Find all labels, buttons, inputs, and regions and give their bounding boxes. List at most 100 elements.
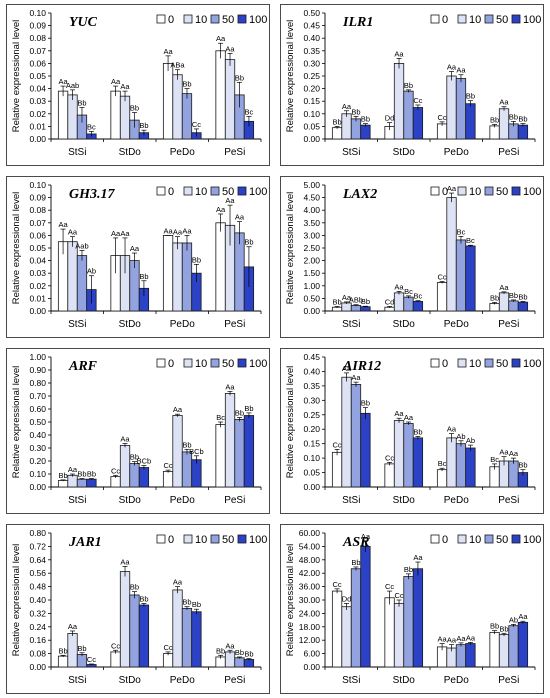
legend-label: 10 xyxy=(195,534,207,546)
y-tick-label: 0.05 xyxy=(303,468,320,478)
y-tick-label: 0.35 xyxy=(303,381,320,391)
legend-swatch xyxy=(237,534,247,544)
bar xyxy=(341,376,352,488)
significance-label: Aa xyxy=(342,102,352,111)
bar xyxy=(489,125,500,140)
significance-label: Bb xyxy=(509,291,518,300)
significance-label: Bb xyxy=(518,115,527,124)
y-tick-label: 0.45 xyxy=(303,352,320,362)
chart-panel-yuc: Relative expressional level 0.00 0.01 0.02 0… xyxy=(6,4,270,166)
y-axis-label: Relative expressional level xyxy=(11,366,22,478)
x-tick-label: StDo xyxy=(119,319,142,330)
significance-label: Bc xyxy=(466,236,475,245)
chart-svg-asr: Relative expressional level 0.00 6.00 12.00… xyxy=(285,528,541,686)
bar xyxy=(498,634,510,668)
bar xyxy=(446,75,457,140)
x-tick-label: StSi xyxy=(342,147,360,158)
significance-label: Bc xyxy=(414,292,423,301)
bar xyxy=(172,242,183,312)
legend-label: 50 xyxy=(222,534,234,546)
significance-label: Bb xyxy=(490,293,499,302)
legend-label: 100 xyxy=(249,534,267,546)
y-tick-label: 0.50 xyxy=(303,293,320,303)
legend-swatch xyxy=(484,186,494,196)
significance-label: BCb xyxy=(189,447,204,456)
significance-label: Bc xyxy=(438,459,447,468)
y-tick-label: 0.50 xyxy=(303,8,320,18)
y-tick-label: 1.00 xyxy=(303,281,320,291)
significance-label: Aa xyxy=(216,34,226,43)
legend-swatch xyxy=(430,14,440,24)
legend-label: 0 xyxy=(168,14,174,26)
significance-label: Aa xyxy=(225,44,235,53)
bar xyxy=(446,437,457,488)
y-tick-label: 0.50 xyxy=(29,417,46,427)
y-tick-label: 0.05 xyxy=(29,243,46,253)
significance-label: Cc xyxy=(385,453,394,462)
significance-label: Bb xyxy=(235,73,244,82)
significance-label: Aa xyxy=(111,229,121,238)
significance-label: Bb xyxy=(244,650,253,659)
y-tick-label: 0.48 xyxy=(29,582,46,592)
legend-swatch xyxy=(183,186,193,196)
y-tick-label: 36.00 xyxy=(299,582,321,592)
significance-label: Aa xyxy=(216,205,226,214)
x-tick-label: StSi xyxy=(68,147,86,158)
bar xyxy=(517,124,529,140)
significance-label: Aa xyxy=(413,553,423,562)
bar xyxy=(498,108,510,140)
legend-swatch xyxy=(457,534,467,544)
x-tick-label: StSi xyxy=(342,675,360,686)
significance-label: Aa xyxy=(68,622,78,631)
significance-label: Ab xyxy=(466,436,475,445)
significance-label: Bb xyxy=(77,470,86,479)
significance-label: Bb xyxy=(361,297,370,306)
x-tick-label: StSi xyxy=(342,495,360,506)
bar xyxy=(412,437,424,488)
bar xyxy=(412,107,424,140)
y-tick-label: 1.00 xyxy=(29,352,46,362)
y-tick-label: 0.40 xyxy=(29,595,46,605)
legend-swatch xyxy=(237,358,247,368)
x-tick-label: PeSi xyxy=(224,147,245,158)
y-tick-label: 0.30 xyxy=(29,443,46,453)
legend-swatch xyxy=(210,534,220,544)
legend-swatch xyxy=(156,14,166,24)
bar xyxy=(455,239,467,312)
y-axis-label: Relative expressional level xyxy=(285,544,296,656)
significance-label: Aa xyxy=(173,228,183,237)
x-tick-label: PeSi xyxy=(498,675,519,686)
y-tick-label: 0.60 xyxy=(29,404,46,414)
bar xyxy=(162,471,174,488)
bar xyxy=(360,545,371,668)
bar xyxy=(119,571,131,668)
significance-label: Cc xyxy=(192,120,201,129)
significance-label: Aa xyxy=(361,532,371,541)
significance-label: Aa xyxy=(68,465,78,474)
chart-panel-ilr1: Relative expressional level 0.00 0.05 0.10 0… xyxy=(280,4,544,166)
significance-label: Cc xyxy=(111,641,120,650)
significance-label: Bb xyxy=(139,121,148,130)
legend-label: 50 xyxy=(496,14,508,26)
x-tick-label: PeDo xyxy=(444,495,469,506)
significance-label: Bb xyxy=(518,461,527,470)
legend-label: 50 xyxy=(496,358,508,370)
y-tick-label: 0.30 xyxy=(303,395,320,405)
significance-label: Cd xyxy=(385,297,395,306)
significance-label: Bc xyxy=(87,122,96,131)
bar xyxy=(162,63,174,140)
legend-label: 10 xyxy=(469,534,481,546)
x-tick-label: PeSi xyxy=(498,319,519,330)
bar xyxy=(162,235,174,312)
bar xyxy=(86,478,97,488)
significance-label: Cc xyxy=(437,113,446,122)
y-tick-label: 0.05 xyxy=(303,121,320,131)
bar xyxy=(393,420,405,488)
bar xyxy=(129,463,140,488)
chart-svg-air12: Relative expressional level 0.00 0.05 0.10 0… xyxy=(285,352,541,506)
y-tick-label: 0.40 xyxy=(303,366,320,376)
significance-label: Cc xyxy=(163,643,172,652)
significance-label: Bb xyxy=(130,104,139,113)
bar xyxy=(67,474,78,488)
chart-svg-ilr1: Relative expressional level 0.00 0.05 0.10 0… xyxy=(285,8,541,158)
